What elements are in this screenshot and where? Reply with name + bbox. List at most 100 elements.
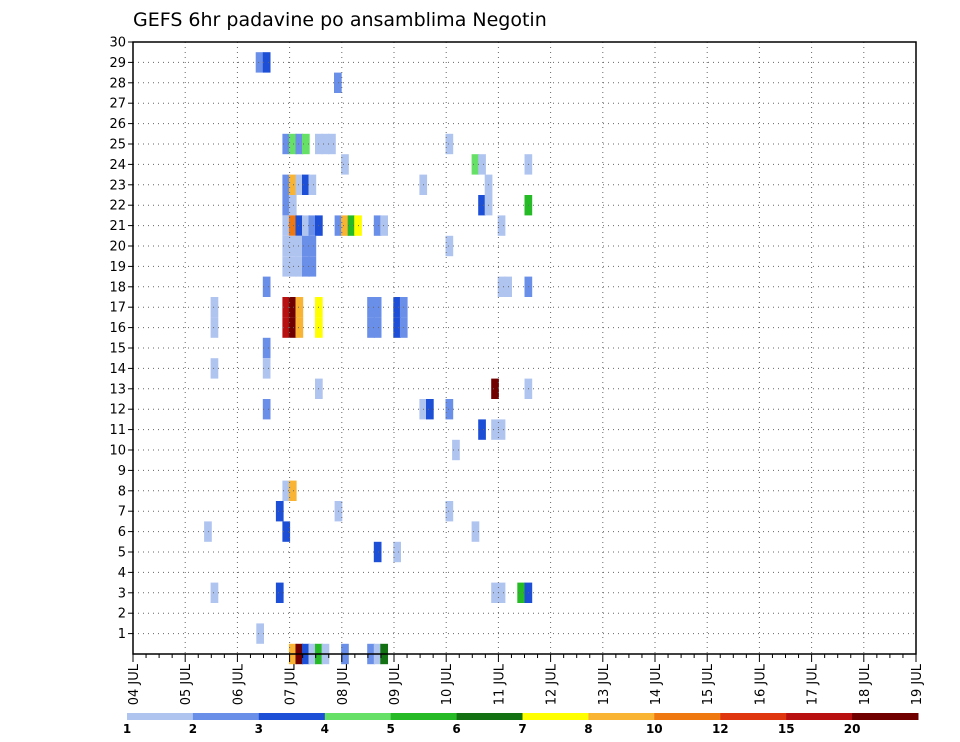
precip-cell <box>471 521 480 542</box>
colorbar-swatch <box>127 713 194 720</box>
precip-cell <box>295 317 304 338</box>
precip-cell <box>478 154 486 175</box>
colorbar-swatch <box>786 713 853 720</box>
y-tick-label: 2 <box>118 607 126 622</box>
y-tick-label: 14 <box>109 362 126 377</box>
y-tick-label: 6 <box>118 525 126 540</box>
precip-cell <box>282 195 291 216</box>
precip-cell <box>302 174 310 195</box>
precip-cell <box>367 317 375 338</box>
precip-cell <box>380 215 388 236</box>
precip-cell <box>302 256 310 277</box>
y-tick-label: 18 <box>109 280 126 295</box>
precip-cell <box>393 541 401 563</box>
precip-cell <box>275 582 284 603</box>
precip-cell <box>288 195 297 216</box>
precip-cell <box>210 358 219 379</box>
precip-cell <box>308 235 317 257</box>
precip-cell <box>282 256 291 277</box>
x-tick-label: 05 JUL <box>179 663 194 705</box>
x-tick-label: 11 JUL <box>492 663 507 705</box>
precip-cell <box>373 317 382 338</box>
chart-title: GEFS 6hr padavine po ansamblima Negotin <box>133 9 547 31</box>
precip-cell <box>288 133 297 155</box>
y-tick-label: 16 <box>109 321 126 336</box>
precip-cell <box>445 133 454 155</box>
colorbar-label: 3 <box>255 722 263 736</box>
precip-cell <box>282 215 291 236</box>
y-tick-label: 26 <box>109 117 126 132</box>
precip-cell <box>445 399 454 420</box>
colorbar-label: 15 <box>778 722 795 736</box>
precip-cell <box>282 235 291 257</box>
x-tick-label: 06 JUL <box>231 663 246 705</box>
colorbar: 1 2 3 4 5 6 7 8 10 12 15 20 <box>123 713 919 736</box>
y-tick-label: 23 <box>109 178 126 193</box>
precip-cell <box>256 623 264 644</box>
colorbar-label: 4 <box>321 722 329 736</box>
x-tick-label: 14 JUL <box>649 663 664 705</box>
x-tick-label: 13 JUL <box>597 663 612 705</box>
precip-cell <box>295 215 304 236</box>
x-tick-label: 07 JUL <box>284 663 299 705</box>
precip-cell <box>308 174 317 195</box>
x-tick-label: 08 JUL <box>336 663 351 705</box>
y-tick-label: 24 <box>109 158 126 173</box>
colorbar-label: 8 <box>584 722 592 736</box>
colorbar-swatch <box>258 713 326 720</box>
colorbar-swatch <box>654 713 721 720</box>
x-tick-label: 15 JUL <box>701 663 716 705</box>
precip-cell <box>517 582 525 603</box>
colorbar-swatch <box>720 713 787 720</box>
precip-cell <box>288 215 297 236</box>
precip-cell <box>288 235 297 257</box>
colorbar-label: 10 <box>646 722 663 736</box>
precip-cell <box>497 419 506 440</box>
precip-cell <box>328 133 336 155</box>
precip-cell <box>282 317 291 338</box>
precip-cell <box>262 276 271 297</box>
y-tick-label: 15 <box>109 342 126 357</box>
precip-cell <box>262 358 271 379</box>
precip-cell <box>282 133 291 155</box>
precip-cell <box>302 133 310 155</box>
colorbar-label: 5 <box>387 722 395 736</box>
y-tick-label: 12 <box>109 403 126 418</box>
y-tick-label: 13 <box>109 382 126 397</box>
y-tick-label: 1 <box>118 627 126 642</box>
precip-cell <box>373 541 382 563</box>
x-tick-label: 10 JUL <box>440 663 455 705</box>
precip-cell <box>288 297 297 318</box>
precip-cell <box>255 52 264 73</box>
precip-cell <box>288 480 297 501</box>
precip-cell <box>497 215 506 236</box>
precip-cell <box>373 215 382 236</box>
precip-cell <box>210 297 219 318</box>
precip-cell <box>308 215 317 236</box>
colorbar-swatch <box>390 713 458 720</box>
colorbar-label: 2 <box>189 722 197 736</box>
precip-cell <box>282 480 291 501</box>
y-tick-label: 30 <box>109 36 126 51</box>
precip-cell <box>282 174 291 195</box>
y-tick-label: 20 <box>109 240 126 255</box>
precip-cell <box>282 297 291 318</box>
y-tick-label: 29 <box>109 56 126 71</box>
x-tick-label: 12 JUL <box>545 663 560 705</box>
y-tick-label: 3 <box>118 586 126 601</box>
precip-cell <box>497 276 506 297</box>
precip-cell <box>262 52 271 73</box>
precip-cell <box>334 72 342 93</box>
precip-cell <box>262 399 271 420</box>
y-tick-label: 19 <box>109 260 126 275</box>
precip-cell <box>471 154 480 175</box>
precip-cell <box>295 235 304 257</box>
precip-cell <box>478 195 486 216</box>
colorbar-swatch <box>456 713 523 720</box>
colorbar-label: 12 <box>712 722 729 736</box>
x-tick-label: 18 JUL <box>858 663 873 705</box>
precip-cell <box>295 133 304 155</box>
colorbar-label: 6 <box>452 722 460 736</box>
precip-cell <box>491 582 499 603</box>
